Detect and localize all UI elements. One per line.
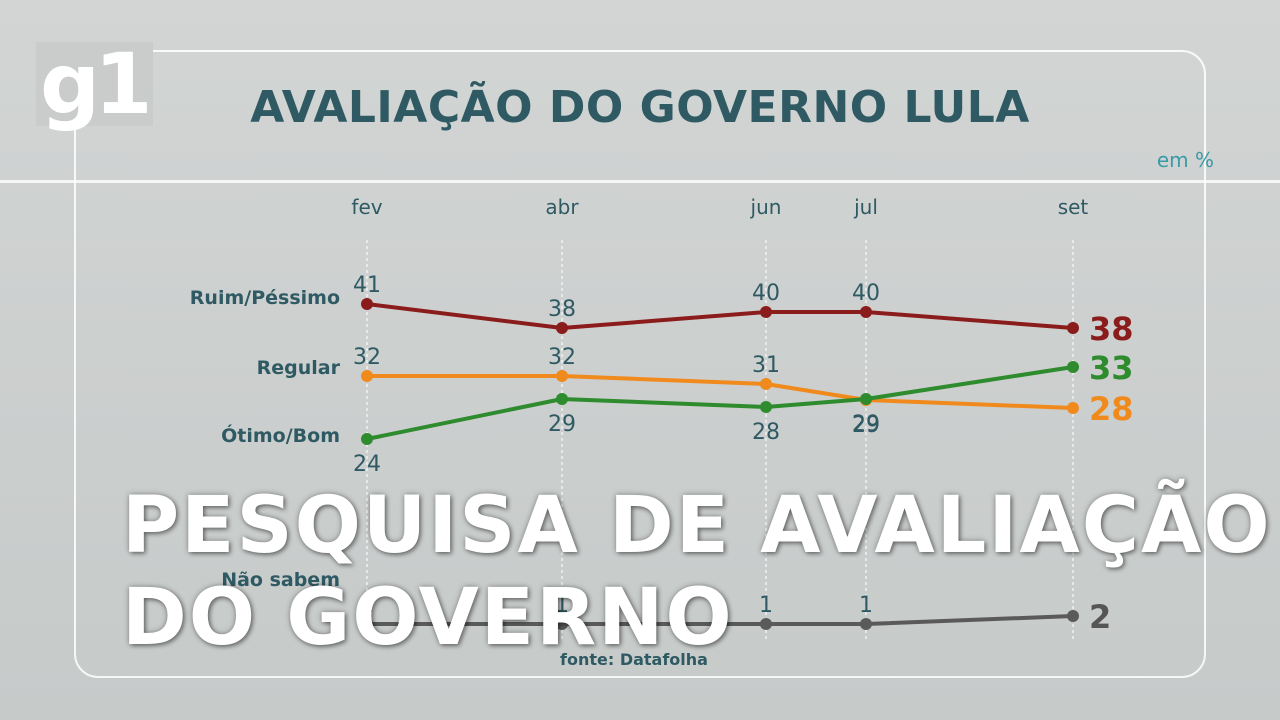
value-label-3-1: 1 — [555, 593, 569, 618]
month-label-jul: jul — [853, 195, 878, 219]
series-line-0 — [366, 302, 1074, 330]
g1-logo: g1 — [36, 42, 153, 126]
value-label-1-3: 29 — [852, 413, 880, 438]
value-label-1-1: 32 — [548, 345, 576, 370]
data-point-3-0 — [361, 618, 373, 630]
value-label-3-3: 1 — [859, 593, 873, 618]
final-value-1: 28 — [1089, 390, 1134, 428]
data-point-2-2 — [760, 401, 772, 413]
month-label-fev: fev — [351, 195, 382, 219]
data-point-0-0 — [361, 298, 373, 310]
final-value-2: 33 — [1089, 349, 1134, 387]
headline-overlay: PESQUISA DE AVALIAÇÃO DO GOVERNO — [122, 480, 1272, 664]
data-point-0-2 — [760, 306, 772, 318]
value-label-0-3: 40 — [852, 281, 880, 306]
data-point-3-2 — [760, 618, 772, 630]
data-point-0-3 — [860, 306, 872, 318]
data-point-2-4 — [1067, 361, 1079, 373]
data-point-1-2 — [760, 378, 772, 390]
chart-title: AVALIAÇÃO DO GOVERNO LULA — [250, 82, 1030, 133]
data-point-2-3 — [860, 393, 872, 405]
data-point-1-1 — [556, 370, 568, 382]
data-point-0-4 — [1067, 322, 1079, 334]
final-value-0: 38 — [1089, 310, 1134, 348]
headline-line-1: PESQUISA DE AVALIAÇÃO — [122, 481, 1272, 571]
data-point-2-1 — [556, 393, 568, 405]
value-label-2-2: 28 — [752, 420, 780, 445]
data-point-3-3 — [860, 618, 872, 630]
value-label-3-2: 1 — [759, 593, 773, 618]
chart-frame — [74, 50, 1206, 678]
value-label-1-2: 31 — [752, 353, 780, 378]
unit-label: em % — [1156, 148, 1214, 172]
value-label-2-0: 24 — [353, 452, 381, 477]
value-label-0-1: 38 — [548, 297, 576, 322]
month-label-abr: abr — [545, 195, 579, 219]
source-label: fonte: Datafolha — [560, 650, 708, 669]
value-label-0-0: 41 — [353, 273, 381, 298]
value-label-1-0: 32 — [353, 345, 381, 370]
series-label-0: Ruim/Péssimo — [190, 287, 340, 309]
series-label-3: Não sabem — [221, 569, 340, 591]
data-point-2-0 — [361, 433, 373, 445]
value-label-2-1: 29 — [548, 412, 576, 437]
month-label-jun: jun — [750, 195, 782, 219]
value-label-0-2: 40 — [752, 281, 780, 306]
data-point-1-0 — [361, 370, 373, 382]
headline-line-2: DO GOVERNO — [122, 573, 734, 663]
data-point-3-1 — [556, 618, 568, 630]
series-label-2: Ótimo/Bom — [221, 423, 340, 447]
final-value-3: 2 — [1089, 598, 1111, 636]
divider-line — [0, 180, 1280, 183]
data-point-3-4 — [1067, 610, 1079, 622]
data-point-0-1 — [556, 322, 568, 334]
series-label-1: Regular — [257, 357, 341, 379]
month-label-set: set — [1058, 195, 1089, 219]
value-label-2-3: 29 — [852, 412, 880, 437]
data-point-1-4 — [1067, 402, 1079, 414]
value-label-3-0: 1 — [360, 593, 374, 618]
